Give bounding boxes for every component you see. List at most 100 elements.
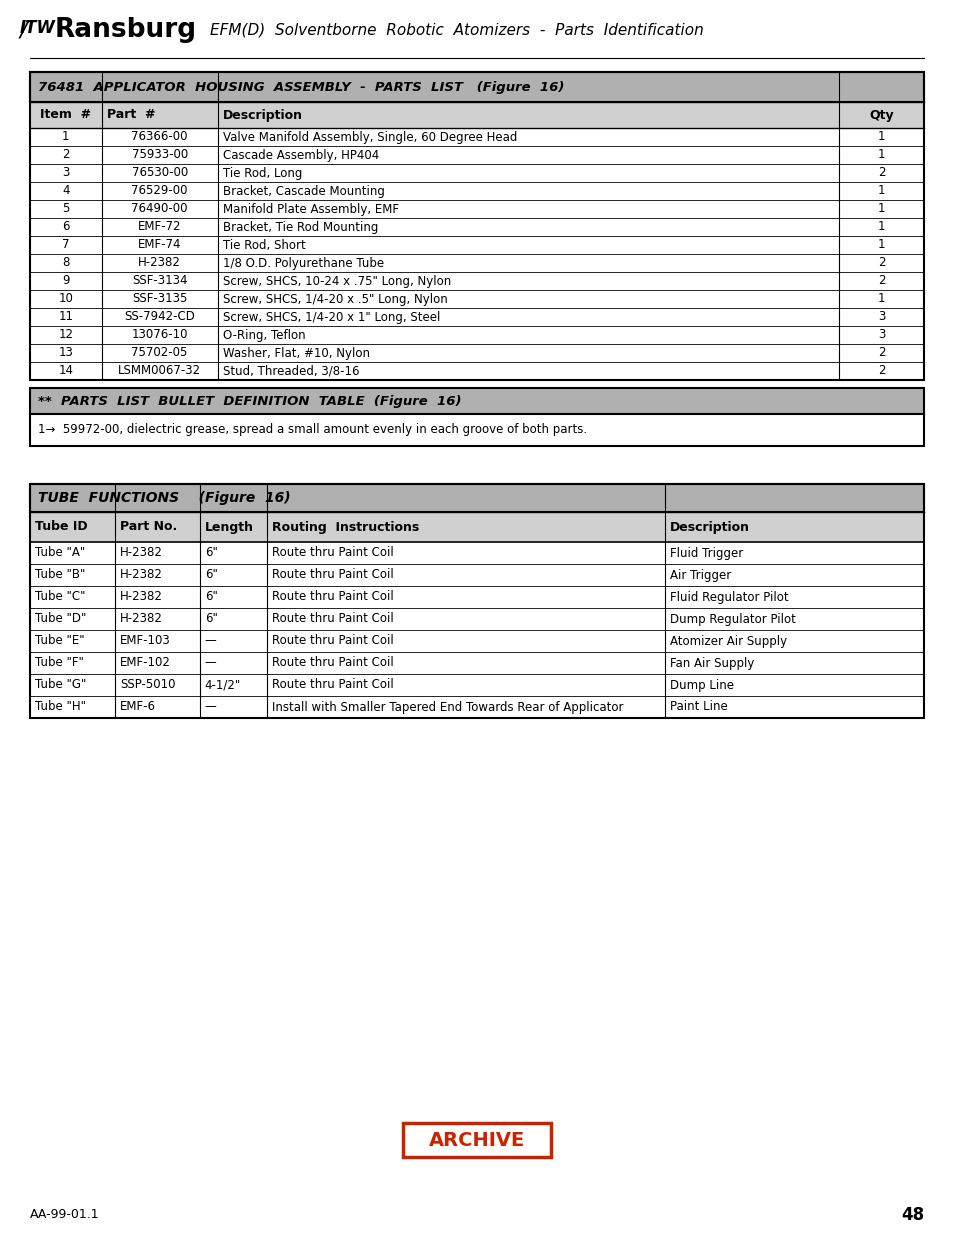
Text: 4: 4 — [62, 184, 70, 198]
Text: 11: 11 — [58, 310, 73, 324]
Text: Part  #: Part # — [107, 109, 154, 121]
Text: Part No.: Part No. — [120, 520, 177, 534]
Text: Item  #: Item # — [40, 109, 91, 121]
Text: 2: 2 — [62, 148, 70, 162]
Text: 1: 1 — [877, 148, 884, 162]
Text: Fluid Trigger: Fluid Trigger — [669, 547, 742, 559]
Text: Air Trigger: Air Trigger — [669, 568, 730, 582]
Text: EMF-74: EMF-74 — [138, 238, 181, 252]
Text: Route thru Paint Coil: Route thru Paint Coil — [272, 657, 394, 669]
Text: 76490-00: 76490-00 — [132, 203, 188, 215]
Text: 75702-05: 75702-05 — [132, 347, 188, 359]
Text: /: / — [20, 20, 28, 40]
Text: Stud, Threaded, 3/8-16: Stud, Threaded, 3/8-16 — [222, 364, 359, 378]
Text: ITW: ITW — [20, 19, 56, 37]
Text: EMF-6: EMF-6 — [120, 700, 155, 714]
Text: 4-1/2": 4-1/2" — [205, 678, 241, 692]
Text: 48: 48 — [900, 1207, 923, 1224]
Text: Description: Description — [669, 520, 749, 534]
Text: 13: 13 — [58, 347, 73, 359]
Text: 6": 6" — [205, 613, 217, 625]
Text: —: — — [205, 635, 216, 647]
Text: Valve Manifold Assembly, Single, 60 Degree Head: Valve Manifold Assembly, Single, 60 Degr… — [222, 131, 517, 143]
Text: 3: 3 — [877, 310, 884, 324]
Text: 1: 1 — [877, 203, 884, 215]
Text: H-2382: H-2382 — [120, 613, 163, 625]
Text: 75933-00: 75933-00 — [132, 148, 188, 162]
Text: 14: 14 — [58, 364, 73, 378]
Text: EMF-102: EMF-102 — [120, 657, 171, 669]
Text: Dump Line: Dump Line — [669, 678, 733, 692]
Text: Fluid Regulator Pilot: Fluid Regulator Pilot — [669, 590, 787, 604]
Text: Screw, SHCS, 1/4-20 x .5" Long, Nylon: Screw, SHCS, 1/4-20 x .5" Long, Nylon — [222, 293, 447, 305]
Text: 13076-10: 13076-10 — [132, 329, 188, 342]
Text: ARCHIVE: ARCHIVE — [429, 1130, 524, 1150]
Text: 8: 8 — [62, 257, 70, 269]
Text: 1/8 O.D. Polyurethane Tube: 1/8 O.D. Polyurethane Tube — [222, 257, 383, 269]
Text: 6": 6" — [205, 568, 217, 582]
Text: Length: Length — [205, 520, 253, 534]
Text: Paint Line: Paint Line — [669, 700, 727, 714]
Text: Qty: Qty — [868, 109, 893, 121]
Text: Install with Smaller Tapered End Towards Rear of Applicator: Install with Smaller Tapered End Towards… — [272, 700, 622, 714]
Text: 76530-00: 76530-00 — [132, 167, 188, 179]
Text: TUBE  FUNCTIONS    (Figure  16): TUBE FUNCTIONS (Figure 16) — [38, 492, 291, 505]
Text: Tube "F": Tube "F" — [35, 657, 84, 669]
Text: 1: 1 — [877, 293, 884, 305]
Text: H-2382: H-2382 — [120, 568, 163, 582]
Text: Fan Air Supply: Fan Air Supply — [669, 657, 753, 669]
Text: SSF-3134: SSF-3134 — [132, 274, 187, 288]
Text: Tube "B": Tube "B" — [35, 568, 85, 582]
Text: Route thru Paint Coil: Route thru Paint Coil — [272, 635, 394, 647]
Text: Bracket, Cascade Mounting: Bracket, Cascade Mounting — [222, 184, 384, 198]
Text: EFM(D)  Solventborne  Robotic  Atomizers  -  Parts  Identification: EFM(D) Solventborne Robotic Atomizers - … — [210, 22, 703, 37]
Text: Route thru Paint Coil: Route thru Paint Coil — [272, 547, 394, 559]
Text: Routing  Instructions: Routing Instructions — [272, 520, 418, 534]
Text: 1: 1 — [62, 131, 70, 143]
Text: EMF-103: EMF-103 — [120, 635, 171, 647]
Text: 9: 9 — [62, 274, 70, 288]
Text: 76366-00: 76366-00 — [132, 131, 188, 143]
Text: LSMM0067-32: LSMM0067-32 — [118, 364, 201, 378]
Bar — [30, 484, 923, 718]
Text: H-2382: H-2382 — [120, 590, 163, 604]
Bar — [30, 414, 923, 446]
Text: Tube "E": Tube "E" — [35, 635, 85, 647]
Bar — [30, 72, 923, 103]
Text: H-2382: H-2382 — [120, 547, 163, 559]
Text: 2: 2 — [877, 167, 884, 179]
Text: 3: 3 — [62, 167, 70, 179]
Text: Tie Rod, Short: Tie Rod, Short — [222, 238, 305, 252]
Text: SSF-3135: SSF-3135 — [132, 293, 187, 305]
Bar — [30, 103, 923, 128]
Text: 10: 10 — [58, 293, 73, 305]
Text: Washer, Flat, #10, Nylon: Washer, Flat, #10, Nylon — [222, 347, 370, 359]
Text: —: — — [205, 700, 216, 714]
Text: EMF-72: EMF-72 — [138, 221, 181, 233]
Text: 3: 3 — [877, 329, 884, 342]
Text: Tube "D": Tube "D" — [35, 613, 87, 625]
Text: 76481  APPLICATOR  HOUSING  ASSEMBLY  -  PARTS  LIST   (Figure  16): 76481 APPLICATOR HOUSING ASSEMBLY - PART… — [38, 80, 564, 94]
Text: Tube "C": Tube "C" — [35, 590, 86, 604]
Bar — [30, 513, 923, 542]
Text: 6": 6" — [205, 590, 217, 604]
Text: Tube "G": Tube "G" — [35, 678, 87, 692]
Text: 1→  59972-00, dielectric grease, spread a small amount evenly in each groove of : 1→ 59972-00, dielectric grease, spread a… — [38, 424, 586, 436]
Text: O-Ring, Teflon: O-Ring, Teflon — [222, 329, 305, 342]
Text: Ransburg: Ransburg — [55, 17, 197, 43]
Text: 2: 2 — [877, 364, 884, 378]
Text: 1: 1 — [877, 221, 884, 233]
Bar — [30, 72, 923, 380]
Text: Dump Regulator Pilot: Dump Regulator Pilot — [669, 613, 795, 625]
Text: Description: Description — [222, 109, 302, 121]
Text: Route thru Paint Coil: Route thru Paint Coil — [272, 590, 394, 604]
Text: 12: 12 — [58, 329, 73, 342]
Text: SSP-5010: SSP-5010 — [120, 678, 175, 692]
Text: Tie Rod, Long: Tie Rod, Long — [222, 167, 302, 179]
Text: **  PARTS  LIST  BULLET  DEFINITION  TABLE  (Figure  16): ** PARTS LIST BULLET DEFINITION TABLE (F… — [38, 394, 461, 408]
Text: 1: 1 — [877, 131, 884, 143]
Text: 2: 2 — [877, 274, 884, 288]
Text: SS-7942-CD: SS-7942-CD — [124, 310, 194, 324]
Text: 5: 5 — [62, 203, 70, 215]
Text: —: — — [205, 657, 216, 669]
